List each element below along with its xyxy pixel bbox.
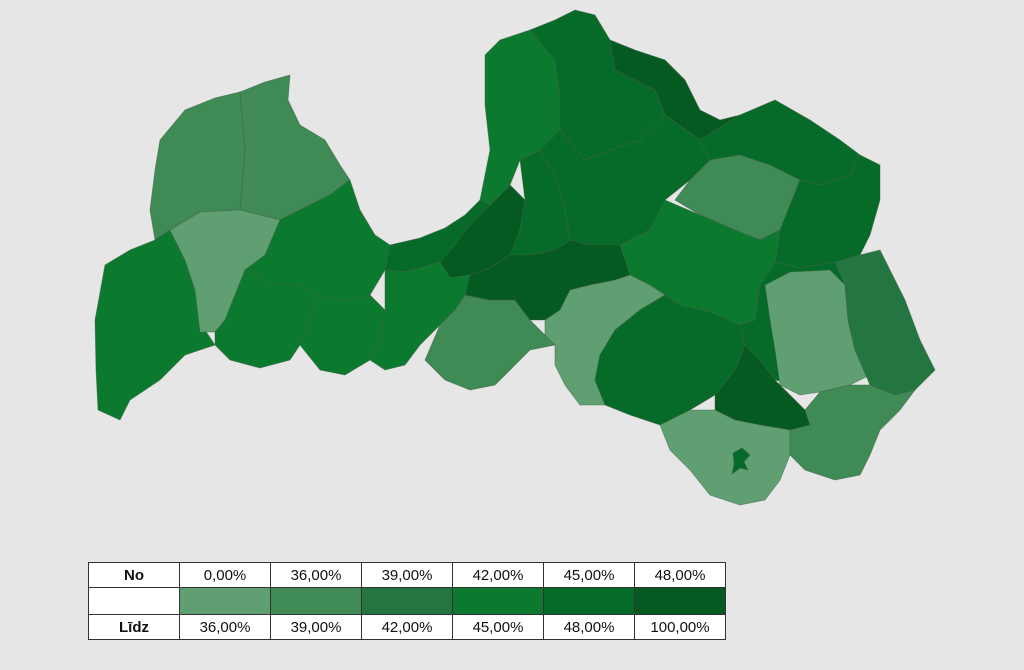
legend-swatch xyxy=(452,587,544,615)
legend-from-value: 39,00% xyxy=(361,562,453,588)
legend-to-label: Līdz xyxy=(88,614,180,640)
legend-swatch xyxy=(634,587,726,615)
legend-swatch xyxy=(179,587,271,615)
legend-to-value: 100,00% xyxy=(634,614,726,640)
legend-swatch-row xyxy=(88,587,726,615)
legend-from-value: 42,00% xyxy=(452,562,544,588)
region-kurzeme-south[interactable] xyxy=(214,269,316,369)
legend-from-label: No xyxy=(88,562,180,588)
region-ludza[interactable] xyxy=(834,249,936,396)
legend-to-value: 45,00% xyxy=(452,614,544,640)
legend-from-row: No 0,00% 36,00% 39,00% 42,00% 45,00% 48,… xyxy=(88,562,726,588)
legend-from-value: 45,00% xyxy=(543,562,635,588)
legend-to-value: 42,00% xyxy=(361,614,453,640)
legend-to-row: Līdz 36,00% 39,00% 42,00% 45,00% 48,00% … xyxy=(88,614,726,640)
legend-swatch xyxy=(361,587,453,615)
region-zemgale-west[interactable] xyxy=(299,294,386,376)
region-daugavpils[interactable] xyxy=(659,409,791,506)
legend-to-value: 48,00% xyxy=(543,614,635,640)
legend-from-value: 0,00% xyxy=(179,562,271,588)
legend-table: No 0,00% 36,00% 39,00% 42,00% 45,00% 48,… xyxy=(88,562,726,640)
legend-swatch-spacer xyxy=(88,587,180,615)
region-kraslava[interactable] xyxy=(789,384,916,481)
legend-to-value: 36,00% xyxy=(179,614,271,640)
legend-from-value: 48,00% xyxy=(634,562,726,588)
region-rezekne-light[interactable] xyxy=(764,269,871,396)
latvia-choropleth-map xyxy=(94,9,936,506)
legend-from-value: 36,00% xyxy=(270,562,362,588)
legend-swatch xyxy=(270,587,362,615)
legend-to-value: 39,00% xyxy=(270,614,362,640)
region-vidzeme-northeast[interactable] xyxy=(609,39,741,141)
region-daugavpils-city[interactable] xyxy=(731,447,751,475)
legend-swatch xyxy=(543,587,635,615)
